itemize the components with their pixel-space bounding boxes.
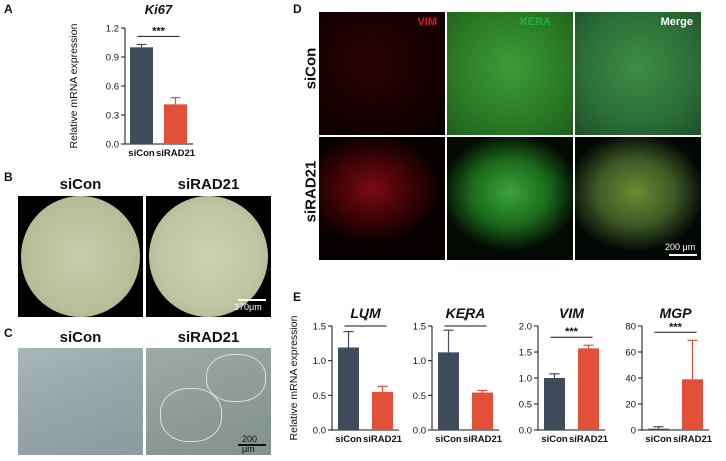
y-tick-label: 1.5 — [519, 348, 532, 359]
panel-label-a: A — [4, 2, 13, 16]
x-category-label: siRAD21 — [363, 434, 402, 445]
panel-label-c: C — [4, 326, 13, 340]
bar-sirad21 — [578, 348, 599, 430]
lum-bar-chart: LUM Relative mRNA expression 0.0 0.5 1.0 1.5 s… — [288, 305, 402, 445]
panelb-image-sirad21: 370μm — [146, 196, 271, 317]
paneld-merge-sicon: Merge — [575, 12, 701, 135]
bar-sirad21 — [164, 104, 187, 144]
paneld-channel-merge: Merge — [660, 16, 693, 28]
bar-sicon — [438, 352, 459, 430]
panelb-scale-bar — [238, 299, 266, 301]
y-tick-label: 1.0 — [519, 374, 532, 385]
colony-outline-upper — [206, 354, 266, 402]
y-tick-label: 0.0 — [413, 426, 426, 437]
y-tick-label: 0.3 — [106, 111, 119, 122]
mgp-bar-chart: MGP 0 20 40 60 80 siCon siRAD21 *** — [625, 305, 713, 445]
paneld-vim-sirad21 — [319, 137, 445, 260]
bar-sirad21 — [682, 379, 703, 430]
panelc-label-sicon: siCon — [59, 329, 102, 346]
bar-sicon — [130, 47, 153, 145]
y-tick-label: 0.5 — [519, 400, 532, 411]
significance-marker: * — [463, 315, 468, 327]
y-tick-label: 1.5 — [313, 322, 326, 333]
x-category-label: siRAD21 — [463, 434, 503, 445]
colony-outline-lower — [160, 388, 222, 442]
kera-bar-chart: KERA 0.0 0.5 1.0 1.5 siCon siRAD21 * — [413, 305, 503, 445]
y-tick-label: 1.2 — [106, 24, 119, 35]
x-category-label: siRAD21 — [156, 148, 196, 159]
paneld-merge-sirad21: 200 μm — [575, 137, 701, 260]
panelb-label-sirad21: siRAD21 — [177, 176, 240, 193]
panelc-label-sirad21: siRAD21 — [177, 329, 240, 346]
panelc-image-sicon — [18, 348, 143, 455]
panelc-scale-bar — [238, 444, 266, 446]
y-tick-label: 20 — [625, 400, 636, 411]
y-axis-label: Relative mRNA expression — [68, 23, 80, 148]
well-circle-sicon — [21, 196, 140, 317]
significance-marker: *** — [565, 326, 579, 338]
y-tick-label: 0 — [631, 426, 636, 437]
paneld-vim-sicon: VIM — [319, 12, 445, 135]
y-tick-label: 40 — [625, 374, 636, 385]
y-tick-label: 0.5 — [413, 391, 426, 402]
x-category-label: siCon — [128, 148, 155, 159]
ki67-bar-chart: Ki67 Relative mRNA expression 0.0 0.3 0.6 0.9… — [68, 2, 196, 159]
paneld-kera-sirad21 — [447, 137, 573, 260]
bar-sicon — [648, 428, 669, 430]
bar-sirad21 — [372, 391, 393, 430]
vim-bar-chart: VIM 0.0 0.5 1.0 1.5 2.0 siCon siRAD21 *** — [519, 305, 609, 445]
y-tick-label: 0.5 — [313, 391, 326, 402]
x-category-label: siCon — [335, 434, 362, 445]
chart-title: LUM — [350, 305, 381, 321]
paneld-kera-sicon: KERA — [447, 12, 573, 135]
y-tick-label: 1.0 — [413, 356, 426, 367]
paneld-scale-label: 200 μm — [665, 242, 696, 252]
panelb-scale-label: 370μm — [234, 302, 262, 312]
bar-sirad21 — [472, 392, 493, 430]
panel-label-d: D — [293, 2, 302, 16]
x-category-label: siCon — [645, 434, 672, 445]
paneld-channel-kera: KERA — [519, 16, 551, 28]
x-category-label: siCon — [435, 434, 462, 445]
y-tick-label: 80 — [625, 322, 636, 333]
panelc-image-sirad21: 200 μm — [146, 348, 271, 455]
significance-marker: *** — [152, 25, 166, 37]
chart-title: KERA — [446, 305, 486, 321]
well-circle-sirad21 — [149, 196, 268, 317]
panelb-image-sicon — [18, 196, 143, 317]
y-tick-label: 0.0 — [106, 140, 119, 151]
y-tick-label: 0.0 — [519, 426, 532, 437]
y-tick-label: 0.6 — [106, 82, 119, 93]
paneld-scale-bar — [669, 254, 697, 256]
significance-marker: * — [363, 315, 368, 327]
panel-label-e: E — [293, 290, 302, 304]
panelc-scale-label: 200 μm — [242, 434, 258, 454]
y-tick-label: 2.0 — [519, 322, 532, 333]
paneld-row-label-sirad21: siRAD21 — [302, 160, 320, 223]
y-tick-label: 1.0 — [313, 356, 326, 367]
y-tick-label: 0.9 — [106, 53, 119, 64]
y-tick-label: 0.0 — [313, 426, 326, 437]
bar-sicon — [544, 378, 565, 430]
paneld-row-label-sicon: siCon — [302, 47, 320, 90]
x-category-label: siRAD21 — [569, 434, 609, 445]
x-category-label: siCon — [541, 434, 568, 445]
paneld-channel-vim: VIM — [417, 16, 437, 28]
y-tick-label: 1.5 — [413, 322, 426, 333]
chart-title: MGP — [660, 305, 693, 321]
y-axis-label: Relative mRNA expression — [288, 315, 300, 440]
panel-label-b: B — [4, 170, 13, 184]
bar-sicon — [338, 347, 359, 430]
x-category-label: siRAD21 — [673, 434, 713, 445]
y-tick-label: 60 — [625, 348, 636, 359]
panelb-label-sicon: siCon — [59, 176, 102, 193]
significance-marker: *** — [669, 321, 683, 333]
chart-title: Ki67 — [145, 2, 173, 17]
chart-title: VIM — [559, 305, 584, 321]
